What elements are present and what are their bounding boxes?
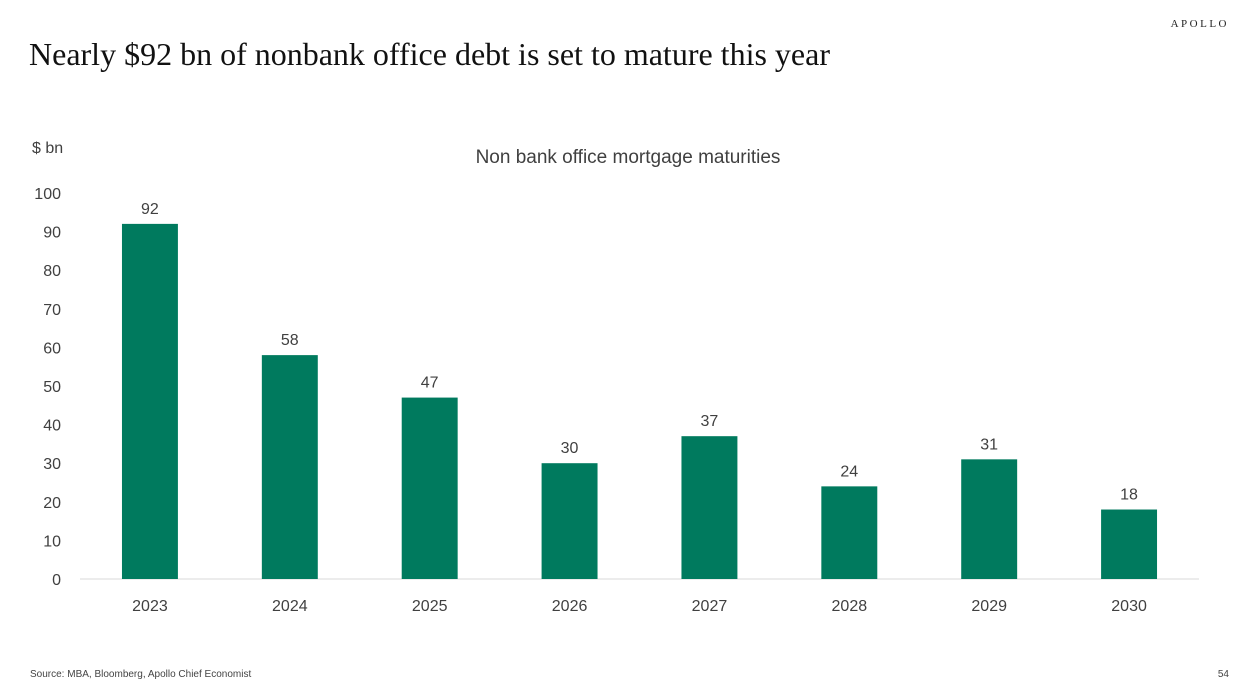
x-tick-label-2023: 2023 bbox=[132, 598, 168, 615]
slide-title: Nearly $92 bn of nonbank office debt is … bbox=[29, 36, 830, 72]
data-label-2023: 92 bbox=[141, 201, 159, 218]
data-label-2025: 47 bbox=[421, 375, 439, 392]
y-tick-label: 60 bbox=[43, 340, 61, 357]
y-axis-ticks: 0 10 20 30 40 50 60 70 80 90 100 bbox=[34, 186, 61, 589]
y-tick-label: 100 bbox=[34, 186, 61, 203]
y-tick-label: 0 bbox=[52, 572, 61, 589]
y-tick-label: 20 bbox=[43, 495, 61, 512]
y-axis-unit-label: $ bn bbox=[32, 140, 63, 157]
bar-2030 bbox=[1101, 509, 1158, 579]
bar-2026 bbox=[541, 463, 598, 579]
page-number: 54 bbox=[1217, 669, 1229, 680]
data-label-2028: 24 bbox=[840, 463, 858, 480]
x-tick-label-2028: 2028 bbox=[832, 598, 868, 615]
bar-2029 bbox=[961, 459, 1018, 579]
x-tick-label-2025: 2025 bbox=[412, 598, 448, 615]
y-tick-label: 30 bbox=[43, 456, 61, 473]
y-tick-label: 50 bbox=[43, 379, 61, 396]
y-tick-label: 10 bbox=[43, 533, 61, 550]
chart-title: Non bank office mortgage maturities bbox=[476, 147, 781, 168]
y-tick-label: 90 bbox=[43, 225, 61, 242]
bar-2027 bbox=[681, 436, 738, 579]
x-tick-label-2030: 2030 bbox=[1111, 598, 1147, 615]
data-label-2024: 58 bbox=[281, 332, 299, 349]
bar-2028 bbox=[821, 486, 878, 579]
x-tick-label-2029: 2029 bbox=[971, 598, 1007, 615]
source-note: Source: MBA, Bloomberg, Apollo Chief Eco… bbox=[30, 669, 252, 680]
data-label-2027: 37 bbox=[701, 413, 719, 430]
apollo-logo: APOLLO bbox=[1170, 18, 1229, 30]
x-axis-ticks: 2023 2024 2025 2026 2027 2028 2029 2030 bbox=[132, 598, 1147, 615]
x-tick-label-2024: 2024 bbox=[272, 598, 308, 615]
bar-chart: Non bank office mortgage maturities $ bn… bbox=[32, 140, 1199, 615]
y-tick-label: 70 bbox=[43, 302, 61, 319]
data-label-2030: 18 bbox=[1120, 487, 1138, 504]
bars bbox=[121, 223, 1158, 579]
y-tick-label: 80 bbox=[43, 263, 61, 280]
data-label-2026: 30 bbox=[561, 440, 579, 457]
y-tick-label: 40 bbox=[43, 418, 61, 435]
bar-2024 bbox=[261, 355, 318, 579]
x-tick-label-2027: 2027 bbox=[692, 598, 728, 615]
bar-2025 bbox=[401, 397, 458, 579]
data-label-2029: 31 bbox=[980, 436, 998, 453]
bar-2023 bbox=[121, 223, 178, 579]
x-tick-label-2026: 2026 bbox=[552, 598, 588, 615]
data-labels: 92 58 47 30 37 24 31 18 bbox=[141, 201, 1138, 504]
